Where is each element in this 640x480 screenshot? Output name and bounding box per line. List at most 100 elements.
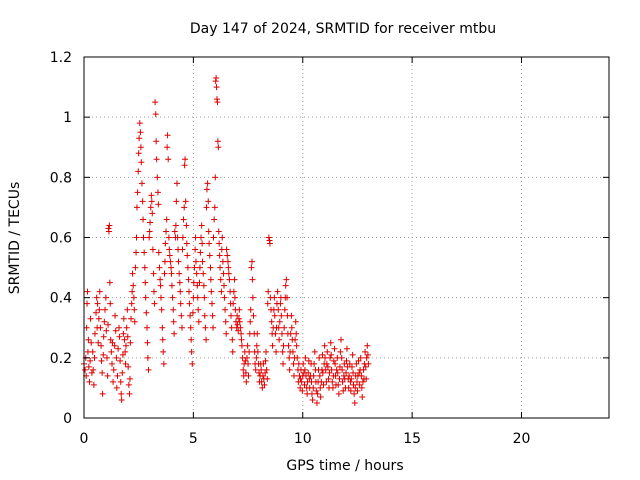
data-point: [363, 375, 370, 382]
data-point: [281, 306, 288, 313]
data-point: [275, 306, 282, 313]
data-point: [168, 264, 175, 271]
data-point: [133, 249, 140, 256]
data-point: [127, 339, 134, 346]
data-point: [256, 369, 262, 376]
data-point: [163, 216, 170, 223]
data-point: [128, 315, 135, 322]
data-point: [337, 348, 344, 355]
data-point: [229, 348, 236, 355]
data-point: [261, 381, 268, 388]
data-point: [308, 390, 315, 397]
x-tick-label: 5: [189, 431, 198, 447]
data-point: [327, 339, 334, 346]
data-point: [275, 324, 282, 331]
data-point: [214, 138, 221, 145]
data-point: [110, 378, 117, 385]
data-point: [146, 228, 153, 235]
data-point: [223, 246, 230, 253]
y-tick-label: 0.8: [50, 170, 72, 186]
data-point: [203, 204, 210, 211]
data-point: [316, 372, 323, 379]
data-point: [166, 252, 173, 259]
data-point: [86, 378, 93, 385]
data-point: [85, 336, 92, 343]
data-point: [290, 360, 297, 367]
data-point: [322, 354, 329, 361]
data-point: [348, 363, 355, 370]
data-point: [120, 330, 127, 337]
data-point: [186, 288, 192, 295]
data-point: [145, 366, 152, 373]
data-point: [208, 288, 215, 295]
data-points: [81, 75, 372, 406]
data-point: [311, 348, 318, 355]
data-point: [91, 354, 98, 361]
data-point: [179, 324, 185, 331]
data-point: [107, 300, 114, 307]
data-point: [163, 228, 170, 235]
data-point: [189, 309, 196, 316]
data-point: [216, 252, 223, 259]
data-point: [220, 270, 227, 277]
data-point: [195, 306, 202, 313]
data-point: [160, 360, 167, 367]
data-point: [208, 300, 215, 307]
data-point: [358, 384, 365, 391]
data-point: [123, 342, 129, 349]
data-point: [217, 276, 224, 283]
data-point: [259, 372, 266, 379]
data-point: [205, 198, 212, 205]
data-point: [194, 294, 201, 301]
data-point: [133, 204, 140, 211]
data-point: [88, 339, 95, 346]
data-point: [319, 351, 326, 358]
data-point: [247, 318, 254, 325]
data-point: [264, 300, 271, 307]
data-point: [333, 366, 340, 373]
data-point: [235, 315, 242, 322]
data-point: [106, 279, 113, 286]
data-point: [273, 348, 280, 355]
data-point: [332, 360, 339, 367]
data-point: [144, 324, 150, 331]
data-point: [159, 324, 166, 331]
data-point: [278, 330, 285, 337]
data-point: [129, 288, 136, 295]
data-point: [210, 324, 217, 331]
data-point: [213, 75, 220, 82]
data-point: [100, 351, 107, 358]
data-point: [183, 240, 190, 247]
data-point: [280, 342, 287, 349]
data-point: [90, 381, 97, 388]
data-point: [198, 234, 205, 241]
data-point: [340, 387, 347, 394]
data-point: [215, 228, 222, 235]
data-point: [158, 294, 164, 301]
data-point: [300, 360, 307, 367]
data-point: [169, 294, 176, 301]
data-point: [194, 282, 201, 289]
data-point: [326, 369, 333, 376]
data-point: [82, 366, 89, 373]
data-point: [109, 339, 116, 346]
data-point: [313, 387, 320, 394]
data-point: [132, 264, 139, 271]
data-point: [310, 372, 317, 379]
data-point: [297, 375, 304, 382]
data-point: [360, 366, 367, 373]
data-point: [152, 99, 159, 106]
data-point: [299, 387, 306, 394]
data-point: [281, 324, 288, 331]
data-point: [343, 369, 350, 376]
data-point: [179, 234, 186, 241]
data-point: [262, 369, 269, 376]
data-point: [150, 270, 157, 277]
data-point: [138, 180, 145, 187]
data-point: [330, 357, 337, 364]
data-point: [102, 306, 108, 313]
data-point: [245, 372, 252, 379]
data-point: [144, 339, 151, 346]
data-point: [84, 300, 91, 307]
data-point: [277, 300, 284, 307]
